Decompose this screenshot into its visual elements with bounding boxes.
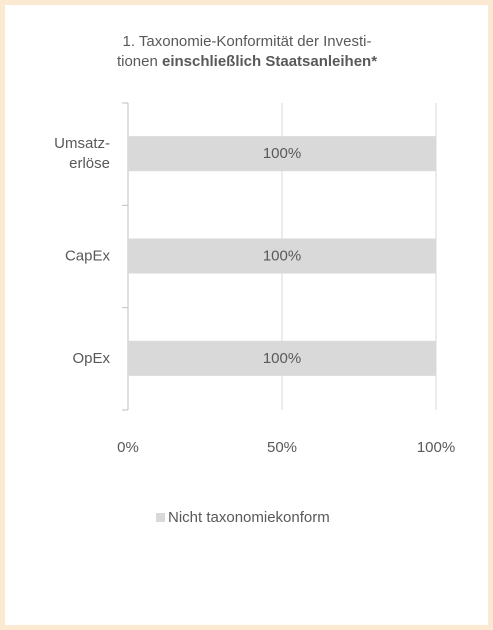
chart-title: 1. Taxonomie-Konformität der Investi-: [122, 33, 371, 50]
data-label: 100%: [263, 145, 301, 162]
bar: [128, 238, 436, 274]
x-tick-label: 0%: [117, 439, 139, 456]
panel: [5, 5, 488, 625]
x-tick-label: 50%: [267, 439, 297, 456]
legend-swatch: [156, 513, 165, 522]
chart-title: tionen: [117, 53, 158, 70]
data-label: 100%: [263, 247, 301, 264]
data-label: 100%: [263, 350, 301, 367]
chart-title: tionen einschließlich Staatsanleihen*: [117, 53, 377, 70]
bar: [128, 136, 436, 172]
y-tick-label: Umsatz-: [54, 135, 110, 152]
legend-label: Nicht taxonomiekonform: [168, 509, 330, 526]
chart-title-emphasis: einschließlich Staatsanleihen*: [162, 53, 377, 70]
y-tick-label: erlöse: [69, 155, 110, 172]
y-tick-label: CapEx: [65, 247, 111, 264]
y-tick-label: OpEx: [72, 350, 110, 367]
bar: [128, 340, 436, 376]
x-tick-label: 100%: [417, 439, 455, 456]
